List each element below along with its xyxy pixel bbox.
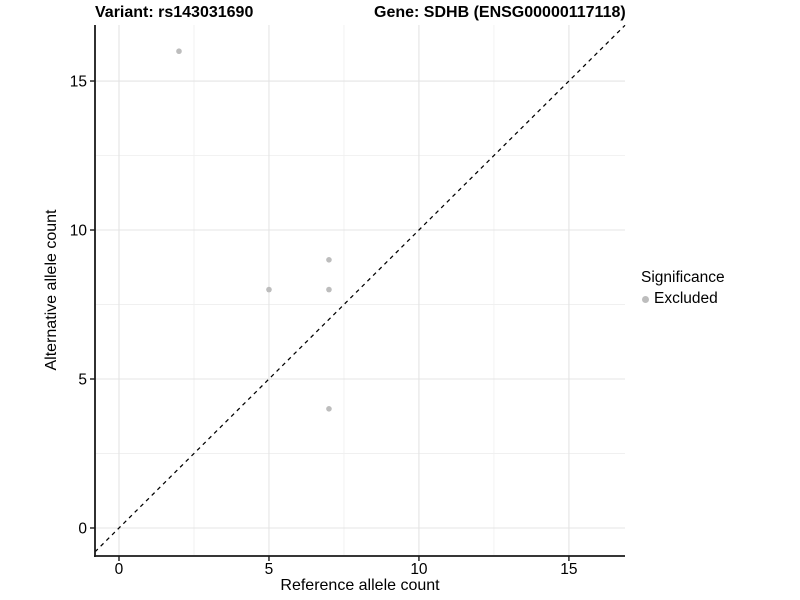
legend-title: Significance — [641, 269, 725, 286]
data-point — [326, 257, 332, 263]
y-tick-label: 10 — [70, 223, 88, 240]
x-axis-title: Reference allele count — [280, 577, 440, 594]
y-tick-label: 0 — [78, 520, 87, 537]
plot-title-variant: Variant: rs143031690 — [95, 4, 254, 21]
identity-line — [94, 24, 626, 553]
plot-title-gene: Gene: SDHB (ENSG00000117118) — [374, 4, 626, 21]
data-point — [176, 48, 182, 55]
x-tick-label: 10 — [410, 561, 428, 578]
data-point — [266, 286, 272, 293]
excluded-point-icon — [642, 295, 649, 303]
legend-item-excluded: Excluded — [641, 290, 725, 308]
data-point — [326, 286, 332, 293]
y-axis-title: Alternative allele count — [43, 209, 60, 371]
legend: Significance Excluded — [641, 269, 725, 308]
legend-item-label: Excluded — [654, 290, 718, 307]
x-tick-label: 0 — [115, 561, 124, 578]
y-tick-label: 5 — [78, 372, 87, 389]
x-tick-label: 5 — [265, 561, 274, 578]
y-tick-label: 15 — [70, 74, 87, 91]
x-tick-label: 15 — [560, 561, 577, 578]
data-point — [326, 405, 332, 412]
